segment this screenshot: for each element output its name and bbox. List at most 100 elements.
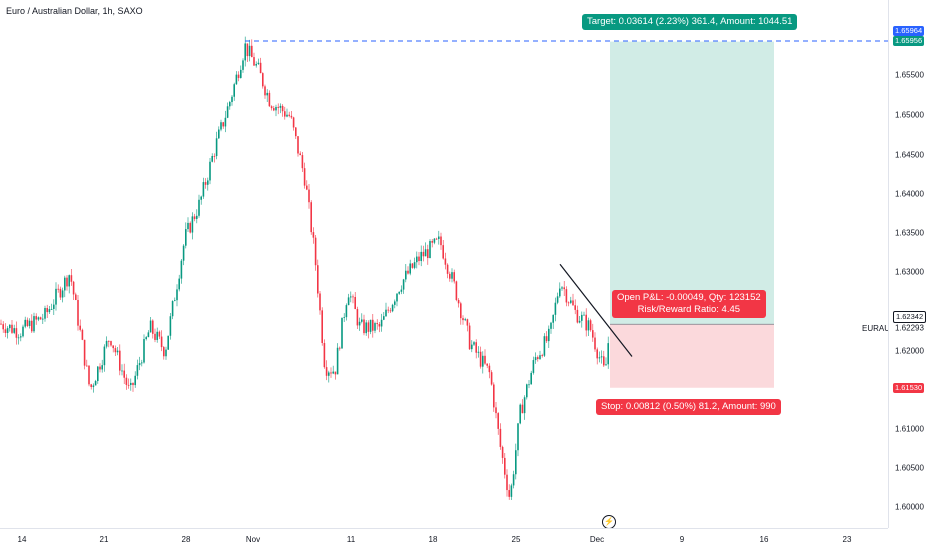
- candle-body: [572, 300, 574, 306]
- candle-body: [222, 122, 224, 127]
- candle-body: [429, 241, 431, 259]
- candle-body: [367, 322, 370, 332]
- candle-body: [200, 196, 202, 200]
- candle-body: [587, 320, 590, 331]
- candle-body: [358, 321, 361, 326]
- candle-body: [251, 45, 253, 58]
- candle-body: [281, 105, 284, 112]
- candle-body: [288, 114, 290, 116]
- candle-body: [176, 289, 178, 301]
- candle-body: [416, 256, 418, 263]
- candle-body: [57, 288, 59, 290]
- candle-body: [422, 251, 425, 257]
- candle-body: [2, 324, 4, 330]
- candle-body: [431, 241, 433, 243]
- candle-body: [310, 202, 312, 233]
- candle-body: [226, 106, 229, 118]
- candle-body: [444, 258, 447, 265]
- candle-body: [198, 199, 200, 216]
- time-tick: Dec: [589, 535, 605, 544]
- candle-body: [240, 69, 242, 78]
- candle-body: [50, 308, 53, 310]
- candle-body: [594, 337, 596, 350]
- candle-body: [389, 310, 392, 312]
- candle-body: [345, 305, 348, 318]
- candle-body: [501, 446, 504, 458]
- candle-body: [66, 277, 68, 287]
- candle-body: [332, 371, 334, 374]
- candle-body: [323, 343, 326, 368]
- lightning-icon[interactable]: ⚡: [602, 515, 616, 529]
- price-tick: 1.65000: [895, 110, 924, 120]
- candle-body: [33, 316, 35, 332]
- candle-body: [453, 272, 455, 282]
- candle-body: [215, 138, 218, 157]
- candle-body: [460, 303, 462, 319]
- stop-callout[interactable]: Stop: 0.00812 (0.50%) 81.2, Amount: 990: [596, 399, 781, 415]
- candle-body: [255, 63, 257, 66]
- price-tick: 1.62000: [895, 346, 924, 356]
- candle-body: [119, 350, 121, 371]
- candle-body: [567, 302, 570, 304]
- candle-body: [284, 111, 286, 117]
- candle-body: [156, 331, 158, 340]
- price-tick: 1.63000: [895, 267, 924, 277]
- candle-body: [39, 317, 42, 320]
- trendline[interactable]: [559, 263, 633, 357]
- candle-body: [598, 357, 601, 359]
- profit-zone[interactable]: [610, 41, 774, 325]
- time-axis[interactable]: 14 21 28 Nov 11 18 25 Dec 9 16 23: [0, 528, 888, 551]
- candle-body: [363, 319, 365, 334]
- candle-body: [372, 319, 374, 331]
- candle-body: [578, 320, 581, 323]
- candle-body: [61, 290, 64, 298]
- candle-body: [574, 305, 576, 310]
- candle-body: [512, 474, 515, 486]
- candle-body: [517, 423, 519, 451]
- price-axis[interactable]: 1.65500 1.65000 1.64500 1.64000 1.63500 …: [888, 0, 932, 528]
- candle-body: [237, 74, 240, 78]
- candle-body: [570, 300, 572, 303]
- candle-body: [479, 351, 482, 367]
- candle-body: [209, 161, 211, 181]
- candle-body: [125, 377, 128, 385]
- candle-body: [9, 324, 11, 329]
- candle-body: [319, 293, 321, 311]
- candle-body: [213, 156, 216, 157]
- candle-body: [114, 348, 117, 353]
- chart-canvas[interactable]: [0, 0, 888, 528]
- candle-body: [233, 84, 235, 97]
- candle-body: [42, 318, 44, 320]
- candle-body: [127, 384, 130, 386]
- candle-body: [6, 328, 9, 333]
- candle-body: [185, 229, 187, 246]
- candle-body: [585, 314, 587, 331]
- candle-body: [101, 365, 103, 370]
- loss-zone[interactable]: [610, 324, 774, 388]
- price-tick: 1.64000: [895, 189, 924, 199]
- candle-body: [495, 407, 497, 414]
- candle-body: [374, 323, 376, 331]
- candle-body: [26, 319, 29, 327]
- candle-body: [405, 270, 407, 280]
- candle-body: [48, 309, 51, 313]
- candle-body: [165, 349, 167, 357]
- chart-area[interactable]: Euro / Australian Dollar, 1h, SAXO Targe…: [0, 0, 896, 529]
- candle-body: [420, 251, 422, 262]
- candle-body: [295, 127, 297, 137]
- candle-body: [532, 360, 535, 373]
- candle-body: [231, 96, 233, 103]
- candle-body: [20, 336, 22, 338]
- candle-body: [235, 74, 238, 85]
- candle-body: [380, 319, 383, 327]
- candle-body: [246, 43, 249, 57]
- time-tick: 9: [679, 535, 685, 544]
- pnl-callout[interactable]: Open P&L: -0.00049, Qty: 123152 Risk/Rew…: [612, 290, 766, 318]
- candle-body: [521, 404, 524, 414]
- candle-body: [583, 314, 585, 316]
- target-callout[interactable]: Target: 0.03614 (2.23%) 361.4, Amount: 1…: [582, 14, 798, 30]
- candle-body: [451, 272, 453, 279]
- candle-body: [211, 156, 213, 162]
- candle-body: [508, 490, 510, 497]
- price-tick: 1.62293: [895, 323, 924, 333]
